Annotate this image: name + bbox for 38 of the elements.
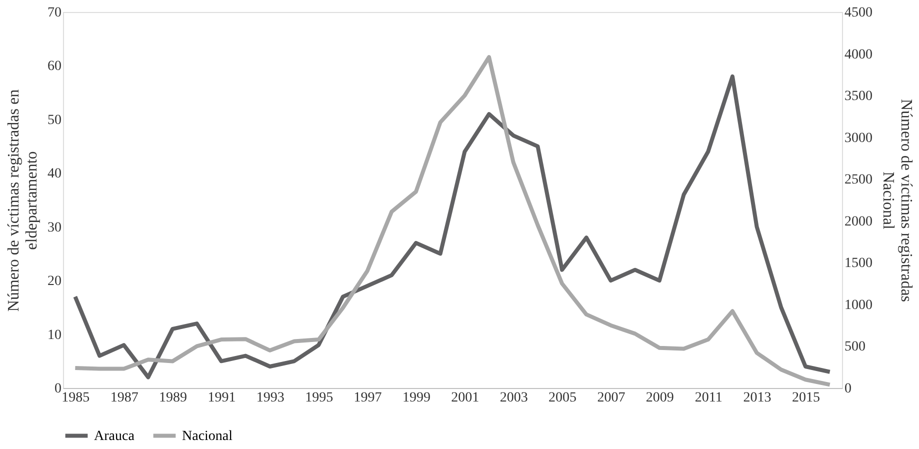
x-tick-label: 2009 [646, 390, 674, 406]
x-tick-label: 2005 [548, 390, 577, 406]
x-tick-label: 1989 [159, 390, 188, 406]
x-tick-label: 2015 [792, 390, 820, 406]
y2-tick-label: 1000 [844, 298, 872, 313]
x-tick-label: 1995 [305, 390, 334, 406]
y-tick-label: 70 [48, 6, 62, 20]
y-tick-label: 10 [48, 328, 62, 343]
y2-tick-label: 2000 [844, 214, 872, 230]
x-tick-label: 2007 [597, 390, 626, 406]
y-tick-label: 40 [48, 166, 62, 182]
y-tick-label: 50 [48, 112, 62, 128]
y-tick-label: 0 [54, 382, 62, 396]
x-tick-label: 1999 [402, 390, 430, 406]
y-tick-label: 20 [48, 274, 62, 290]
y2-tick-label: 3000 [844, 130, 872, 146]
y2-tick-label: 4000 [844, 47, 872, 62]
y-tick-label: 30 [48, 220, 62, 236]
y2-tick-label: 0 [844, 382, 852, 396]
x-tick-label: 2011 [694, 390, 722, 406]
y2-tick-label: 4500 [844, 6, 872, 20]
y2-tick-label: 1500 [844, 256, 872, 272]
y2-tick-label: 2500 [844, 172, 872, 188]
x-tick-label: 2001 [451, 390, 480, 406]
legend-label: Arauca [94, 428, 136, 444]
y-axis-title: Número de víctimas registradas en eldepartamento [6, 89, 40, 312]
x-tick-label: 1991 [208, 390, 236, 406]
x-tick-label: 2013 [743, 390, 772, 406]
x-tick-label: 1993 [256, 390, 284, 406]
y-tick-label: 60 [48, 59, 62, 74]
x-tick-label: 1985 [62, 390, 90, 406]
y2-tick-label: 500 [844, 340, 866, 355]
y2-tick-label: 3500 [844, 89, 872, 104]
x-tick-label: 1997 [354, 390, 382, 406]
x-tick-label: 1987 [110, 390, 138, 406]
y2-axis-title: Número de víctimas registradas Nacional [880, 98, 914, 302]
x-tick-label: 2003 [500, 390, 528, 406]
legend-label: Nacional [182, 428, 233, 444]
